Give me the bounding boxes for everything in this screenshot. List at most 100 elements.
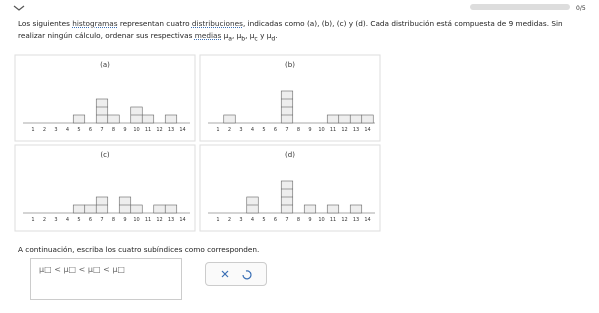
answer-box[interactable]: μ□ < μ□ < μ□ < μ□ <box>30 258 182 300</box>
axis-label: 1 <box>31 127 34 133</box>
axis-label: 10 <box>133 217 139 223</box>
axis-label: 10 <box>318 127 324 133</box>
question-text: , μ <box>245 31 255 40</box>
axis-label: 12 <box>156 217 162 223</box>
question-text: μ <box>221 31 229 40</box>
axis-label: 6 <box>274 127 277 133</box>
axis-label: 4 <box>66 127 69 133</box>
panel-label: (d) <box>285 151 295 159</box>
glossary-link[interactable]: distribuciones <box>191 19 243 28</box>
axis-label: 11 <box>145 217 151 223</box>
bar <box>303 204 317 214</box>
question-text: , μ <box>231 31 242 40</box>
axis-label: 4 <box>251 127 254 133</box>
bar <box>107 114 120 124</box>
axis-label: 12 <box>341 217 347 223</box>
axis-label: 2 <box>43 217 46 223</box>
question-text: d <box>271 35 276 43</box>
axis-label: 9 <box>123 217 126 223</box>
progress: 0/5 <box>576 5 586 12</box>
question-text: representan cuatro <box>117 19 192 28</box>
panel <box>199 54 381 142</box>
bar <box>164 114 178 124</box>
panel <box>14 144 196 232</box>
axis-label: 14 <box>179 217 185 223</box>
axis-label: 12 <box>156 127 162 133</box>
axis-label: 3 <box>54 127 57 133</box>
question-text: y μ <box>257 31 272 40</box>
axis-label: 4 <box>66 217 69 223</box>
question: Los siguientes histogramas representan c… <box>18 18 588 45</box>
glossary-link[interactable]: medias <box>194 31 222 40</box>
axis-label: 5 <box>77 127 80 133</box>
undo-button[interactable] <box>242 270 252 280</box>
panel <box>14 54 196 142</box>
axis-label: 7 <box>285 127 288 133</box>
axis-label: 11 <box>330 127 336 133</box>
buttons <box>205 262 267 286</box>
bar <box>153 204 166 214</box>
question-text: . <box>275 31 278 40</box>
panel <box>199 144 381 232</box>
axis-label: 9 <box>308 127 311 133</box>
chevron[interactable] <box>13 5 25 11</box>
bar <box>72 114 86 124</box>
axis-label: 2 <box>228 127 231 133</box>
panel-label: (a) <box>100 61 110 69</box>
axis-label: 12 <box>341 127 347 133</box>
axis-label: 9 <box>123 127 126 133</box>
bar <box>164 204 178 214</box>
axis-label: 8 <box>112 217 115 223</box>
bar <box>223 114 236 124</box>
axis-label: 2 <box>43 127 46 133</box>
axis-label: 10 <box>318 217 324 223</box>
axis-label: 1 <box>216 127 219 133</box>
axis-label: 6 <box>89 217 92 223</box>
axis-label: 5 <box>262 217 265 223</box>
axis-label: 3 <box>54 217 57 223</box>
top-bar: 0/5 <box>13 4 586 12</box>
axis-label: 6 <box>89 127 92 133</box>
axis-label: 7 <box>100 127 103 133</box>
histograms: (a)1 2 3 4 5 6 7 8 9 10 11 12 13 14(b)1 2 3 4 5 6 7 8 9 10 11 12… <box>14 54 381 232</box>
panel-label: (c) <box>100 151 110 159</box>
bar <box>130 204 143 214</box>
axis-label: 13 <box>168 127 174 133</box>
bar <box>349 204 363 214</box>
axis-label: 9 <box>308 217 311 223</box>
instruction: A continuación, escriba los cuatro subín… <box>18 245 260 254</box>
bar <box>326 204 340 214</box>
bar <box>95 98 109 124</box>
panel-label: (b) <box>285 61 295 69</box>
glossary-link[interactable]: histogramas <box>72 19 118 28</box>
axis-label: 8 <box>297 217 300 223</box>
question-text: Los siguientes <box>18 19 73 28</box>
axis-label: 1 <box>31 217 34 223</box>
axis-label: 11 <box>330 217 336 223</box>
axis-label: 1 <box>216 217 219 223</box>
bar <box>72 204 86 214</box>
axis-label: 14 <box>364 217 370 223</box>
axis-label: 3 <box>239 217 242 223</box>
axis-label: 13 <box>353 217 359 223</box>
axis-label: 8 <box>112 127 115 133</box>
progress-bar <box>470 4 570 10</box>
axis-label: 8 <box>297 127 300 133</box>
question-text: b <box>241 35 246 43</box>
bar <box>326 114 340 124</box>
bar <box>349 114 363 124</box>
axis-label: 11 <box>145 127 151 133</box>
axis-label: 6 <box>274 217 277 223</box>
answer-template[interactable]: μ□ < μ□ < μ□ < μ□ <box>39 265 125 274</box>
question-text: c <box>254 35 258 43</box>
bar <box>338 114 351 124</box>
axis-label: 3 <box>239 127 242 133</box>
bar <box>361 114 374 124</box>
axis-label: 10 <box>133 127 139 133</box>
axis-label: 13 <box>353 127 359 133</box>
axis-label: 5 <box>262 127 265 133</box>
axis-label: 14 <box>179 127 185 133</box>
clear-button[interactable] <box>221 270 229 278</box>
axis-label: 14 <box>364 127 370 133</box>
